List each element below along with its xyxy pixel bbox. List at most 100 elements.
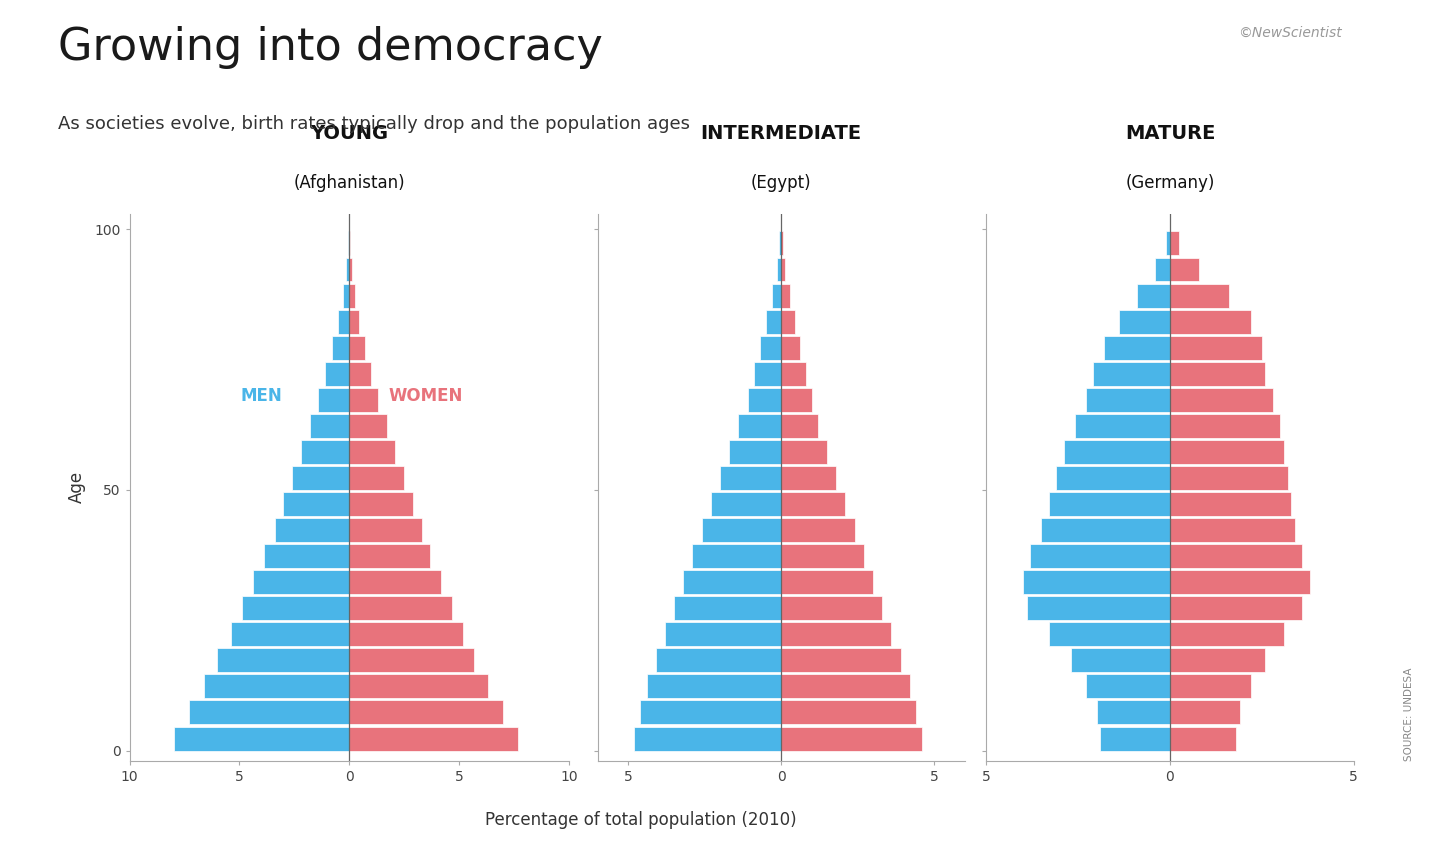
Text: Growing into democracy: Growing into democracy — [58, 26, 602, 68]
Bar — [747, 388, 782, 412]
Bar — [782, 622, 891, 646]
Bar — [275, 518, 350, 542]
Bar — [350, 466, 405, 490]
Bar — [1086, 675, 1169, 699]
Bar — [1169, 622, 1284, 646]
Bar — [1169, 544, 1302, 568]
Bar — [346, 257, 350, 281]
Bar — [1027, 596, 1169, 620]
Text: (Afghanistan): (Afghanistan) — [294, 174, 405, 192]
Bar — [782, 492, 845, 516]
Bar — [782, 440, 827, 464]
Bar — [350, 675, 488, 699]
Bar — [1169, 570, 1309, 594]
Text: (Germany): (Germany) — [1125, 174, 1215, 192]
Bar — [1100, 727, 1169, 751]
Bar — [230, 622, 350, 646]
Bar — [782, 336, 799, 360]
Bar — [779, 232, 782, 256]
Bar — [343, 284, 350, 308]
Bar — [1169, 675, 1251, 699]
Bar — [1169, 700, 1240, 724]
Bar — [772, 284, 782, 308]
Bar — [350, 570, 442, 594]
Bar — [1169, 492, 1292, 516]
Bar — [782, 466, 837, 490]
Bar — [350, 440, 396, 464]
Bar — [1155, 257, 1169, 281]
Bar — [1119, 310, 1169, 333]
Bar — [1169, 310, 1251, 333]
Bar — [782, 310, 795, 333]
Bar — [242, 596, 350, 620]
Bar — [684, 570, 782, 594]
Bar — [1169, 727, 1236, 751]
Bar — [350, 518, 422, 542]
Bar — [264, 544, 350, 568]
Bar — [350, 727, 518, 751]
Bar — [766, 310, 782, 333]
Bar — [729, 440, 782, 464]
Bar — [635, 727, 782, 751]
Bar — [338, 310, 350, 333]
Bar — [674, 596, 782, 620]
Text: (Egypt): (Egypt) — [750, 174, 812, 192]
Bar — [782, 257, 785, 281]
Bar — [1169, 336, 1261, 360]
Text: YOUNG: YOUNG — [310, 124, 389, 143]
Bar — [1169, 388, 1273, 412]
Bar — [1166, 232, 1169, 256]
Bar — [217, 648, 350, 672]
Bar — [782, 727, 922, 751]
Bar — [350, 310, 359, 333]
Bar — [1169, 648, 1266, 672]
Bar — [1169, 466, 1287, 490]
Bar — [350, 492, 413, 516]
Bar — [782, 284, 789, 308]
Text: As societies evolve, birth rates typically drop and the population ages: As societies evolve, birth rates typical… — [58, 115, 690, 133]
Bar — [350, 414, 386, 438]
Bar — [1041, 518, 1169, 542]
Bar — [739, 414, 782, 438]
Bar — [782, 675, 910, 699]
Text: MEN: MEN — [240, 387, 282, 405]
Bar — [331, 336, 350, 360]
Bar — [204, 675, 350, 699]
Text: INTERMEDIATE: INTERMEDIATE — [701, 124, 861, 143]
Bar — [310, 414, 350, 438]
Bar — [174, 727, 350, 751]
Text: ©NewScientist: ©NewScientist — [1238, 26, 1342, 39]
Bar — [701, 518, 782, 542]
Bar — [1169, 440, 1284, 464]
Bar — [641, 700, 782, 724]
Bar — [782, 518, 855, 542]
Bar — [284, 492, 350, 516]
Bar — [1093, 362, 1169, 386]
Bar — [1074, 414, 1169, 438]
Bar — [350, 336, 364, 360]
Bar — [1169, 232, 1179, 256]
Bar — [711, 492, 782, 516]
Bar — [189, 700, 350, 724]
Bar — [350, 596, 452, 620]
Bar — [782, 362, 806, 386]
Bar — [1031, 544, 1169, 568]
Bar — [1097, 700, 1169, 724]
Bar — [782, 544, 864, 568]
Bar — [1138, 284, 1169, 308]
Bar — [301, 440, 350, 464]
Bar — [1169, 362, 1266, 386]
Bar — [720, 466, 782, 490]
Y-axis label: Age: Age — [68, 471, 86, 504]
Bar — [350, 648, 474, 672]
Bar — [350, 257, 351, 281]
Bar — [753, 362, 782, 386]
Bar — [325, 362, 350, 386]
Bar — [655, 648, 782, 672]
Bar — [782, 388, 812, 412]
Bar — [665, 622, 782, 646]
Bar — [1086, 388, 1169, 412]
Bar — [350, 362, 372, 386]
Bar — [350, 544, 431, 568]
Bar — [350, 700, 503, 724]
